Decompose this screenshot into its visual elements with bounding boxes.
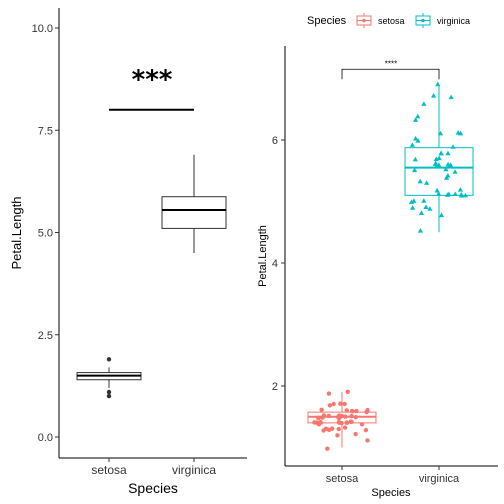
left-y-tick-label: 7.5 — [38, 125, 53, 137]
left-y-tick-label: 2.5 — [38, 330, 53, 342]
left-plot-panel: 0.0 2.5 5.0 7.5 10.0 setosa virginica *** Spe… — [9, 8, 247, 496]
left-boxes — [76, 154, 227, 399]
outlier-point — [106, 393, 112, 399]
left-y-tick-label: 5.0 — [38, 228, 53, 240]
left-box-virginica — [161, 154, 227, 253]
left-y-tick-label: 10.0 — [32, 23, 53, 35]
box-body — [161, 196, 227, 229]
left-x-axis-title: Species — [128, 480, 178, 496]
left-x-tick-label: setosa — [91, 463, 127, 477]
left-significance: *** — [109, 65, 194, 111]
left-significance-label: *** — [132, 65, 173, 95]
left-x-tick-label: virginica — [172, 463, 216, 477]
left-y-ticks: 0.0 2.5 5.0 7.5 10.0 — [32, 23, 59, 444]
left-box-setosa — [76, 357, 142, 399]
left-x-ticks: setosa virginica — [91, 458, 216, 477]
left-y-tick-label: 0.0 — [38, 432, 53, 444]
outlier-point — [106, 357, 112, 362]
outlier-point — [106, 389, 112, 395]
left-y-axis-title: Petal.Length — [9, 196, 24, 269]
